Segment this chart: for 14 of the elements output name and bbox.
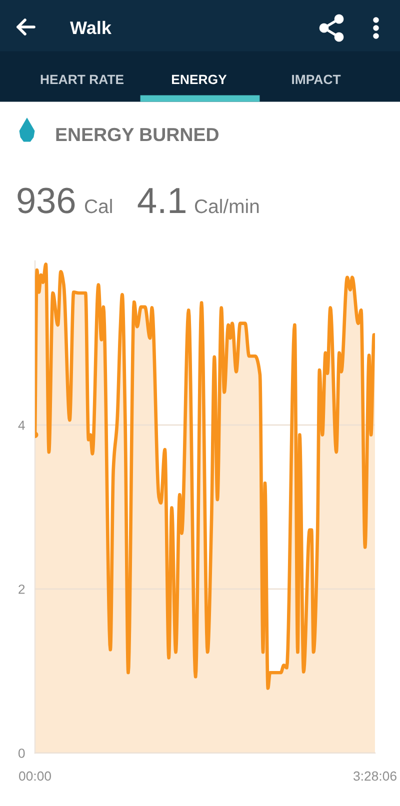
text: Cal/min bbox=[194, 198, 259, 214]
text: IMPACT bbox=[292, 74, 341, 84]
text: HEART RATE bbox=[40, 74, 124, 84]
chart-title: ENERGY BURNED bbox=[56, 128, 218, 142]
text: 936 bbox=[18, 188, 75, 214]
x-tick-label: 3:28:06 bbox=[353, 771, 396, 781]
text: ENERGY bbox=[172, 74, 227, 84]
text: Cal bbox=[84, 198, 112, 214]
y-tick-label: 2 bbox=[18, 584, 25, 594]
y-tick-label: 0 bbox=[18, 748, 25, 758]
text: Walk bbox=[70, 20, 112, 34]
y-tick-label: 4 bbox=[18, 420, 25, 430]
x-tick-label: 00:00 bbox=[19, 771, 51, 781]
text: 4.1 bbox=[138, 188, 186, 213]
